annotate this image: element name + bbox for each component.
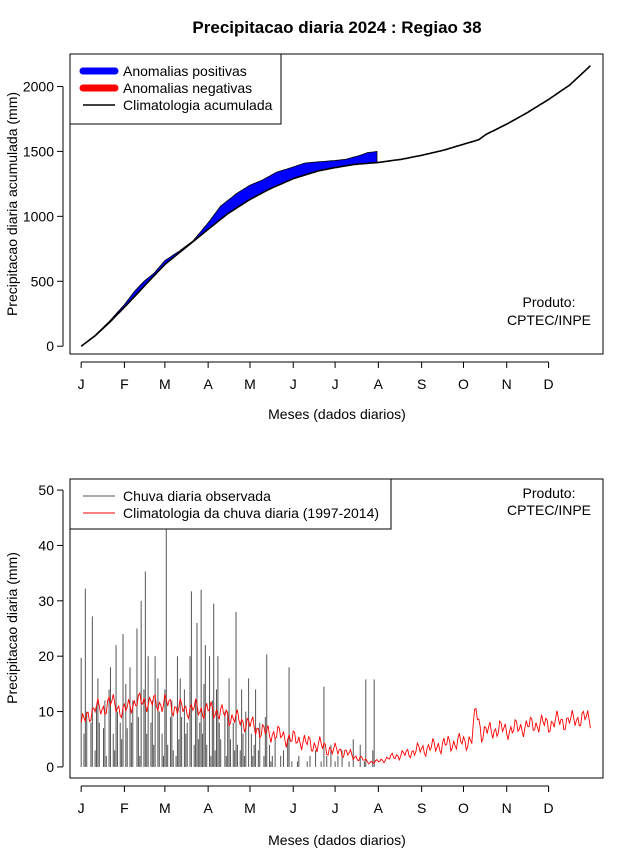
bottom-x-tick-label: D <box>544 800 554 816</box>
top-y-tick-label: 500 <box>31 273 55 289</box>
bottom-x-tick-label: S <box>417 800 426 816</box>
bottom-x-tick-label: J <box>78 800 85 816</box>
positive-anomaly-area <box>80 150 378 347</box>
top-y-tick-label: 1000 <box>23 208 54 224</box>
daily-chart: 0 10 20 30 40 50 J F M A M J J A S O N D Precipitacao di… <box>4 478 604 848</box>
top-legend: Anomalias positivas Anomalias negativas … <box>69 53 282 125</box>
top-x-axis-label: Meses (dados diarios) <box>268 406 406 422</box>
bottom-y-tick-label: 40 <box>38 537 54 553</box>
bottom-y-tick-label: 0 <box>46 759 54 775</box>
bottom-x-tick-label: M <box>244 800 256 816</box>
top-x-tick-label: J <box>290 376 297 392</box>
bottom-x-tick-label: M <box>159 800 171 816</box>
bottom-legend: Chuva diaria observada Climatologia da c… <box>69 478 392 530</box>
climatology-accumulated-line <box>80 65 591 347</box>
bottom-x-tick-label: A <box>374 800 384 816</box>
top-x-tick-label: N <box>502 376 512 392</box>
bottom-x-tick-label: N <box>502 800 512 816</box>
top-y-tick-label: 1500 <box>23 143 54 159</box>
top-x-tick-label: M <box>244 376 256 392</box>
top-x-tick-label: S <box>417 376 426 392</box>
top-y-tick-label: 0 <box>46 338 54 354</box>
bottom-x-tick-label: J <box>332 800 339 816</box>
legend-observed-label: Chuva diaria observada <box>123 488 271 504</box>
top-x-tick-label: D <box>544 376 554 392</box>
producer-name-bottom: CPTEC/INPE <box>507 502 591 518</box>
top-plot-frame <box>69 53 604 355</box>
top-y-tick-label: 2000 <box>23 78 54 94</box>
accumulated-chart: 0 500 1000 1500 2000 J F M A M J J A S O N D Precipitac… <box>4 53 604 422</box>
top-x-tick-label: J <box>78 376 85 392</box>
bottom-y-tick-label: 20 <box>38 648 54 664</box>
bottom-x-tick-label: J <box>290 800 297 816</box>
top-x-tick-label: M <box>159 376 171 392</box>
legend-negative-label: Anomalias negativas <box>123 80 252 96</box>
chart-title: Precipitacao diaria 2024 : Regiao 38 <box>192 18 481 37</box>
bottom-y-axis: 0 10 20 30 40 50 <box>38 482 64 775</box>
observed-daily-bars <box>80 524 375 767</box>
top-x-tick-label: J <box>332 376 339 392</box>
top-y-axis-label: Precipitacao diaria acumulada (mm) <box>4 92 20 316</box>
legend-clim-daily-label: Climatologia da chuva diaria (1997-2014) <box>123 505 379 521</box>
legend-climatology-label: Climatologia acumulada <box>123 97 273 113</box>
producer-label-bottom: Produto: <box>523 485 576 501</box>
legend-positive-label: Anomalias positivas <box>123 63 247 79</box>
bottom-y-tick-label: 50 <box>38 482 54 498</box>
producer-name-top: CPTEC/INPE <box>507 312 591 328</box>
top-x-tick-label: A <box>203 376 213 392</box>
bottom-y-tick-label: 30 <box>38 593 54 609</box>
top-x-tick-label: A <box>374 376 384 392</box>
climatology-daily-line <box>80 692 591 765</box>
bottom-y-axis-label: Precipitacao diaria (mm) <box>4 552 20 704</box>
bottom-y-tick-label: 10 <box>38 704 54 720</box>
bottom-x-tick-label: O <box>458 800 469 816</box>
bottom-legend-box <box>69 478 392 530</box>
bottom-x-axis-label: Meses (dados diarios) <box>268 832 406 848</box>
top-x-tick-label: F <box>120 376 129 392</box>
producer-label-top: Produto: <box>523 294 576 310</box>
bottom-x-tick-label: A <box>203 800 213 816</box>
bottom-x-tick-label: F <box>120 800 129 816</box>
top-y-axis: 0 500 1000 1500 2000 <box>23 78 64 354</box>
top-x-tick-label: O <box>458 376 469 392</box>
